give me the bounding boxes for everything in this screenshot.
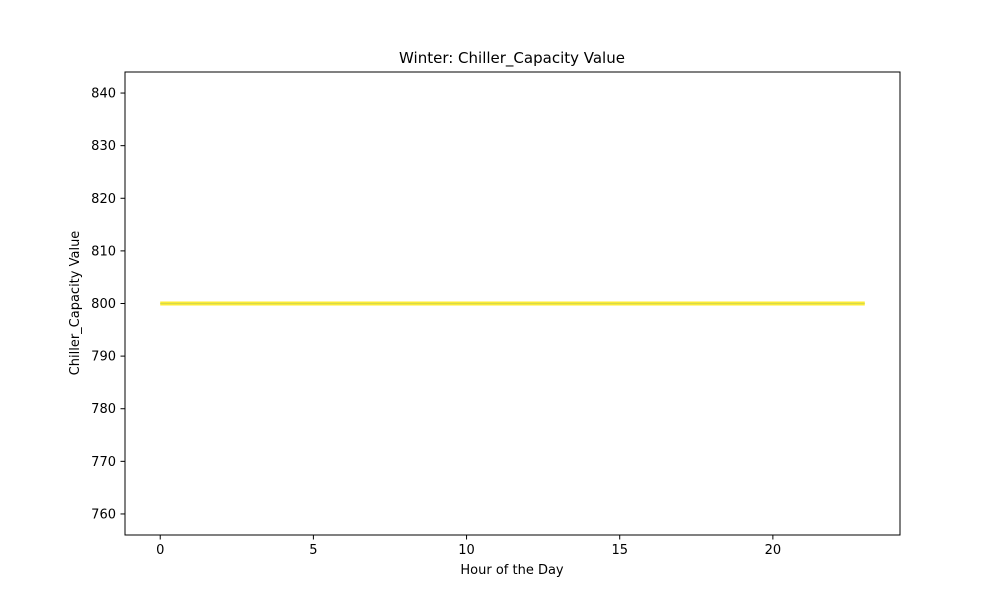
y-tick-label: 840 <box>91 87 116 102</box>
y-axis-ticks: 760 770 780 790 800 810 820 830 840 <box>91 87 125 522</box>
y-tick-label: 760 <box>91 507 116 522</box>
x-tick-label: 0 <box>156 543 164 558</box>
y-tick-label: 820 <box>91 192 116 207</box>
x-tick-label: 10 <box>458 543 475 558</box>
y-tick-label: 780 <box>91 402 116 417</box>
y-tick-label: 790 <box>91 350 116 365</box>
y-tick-label: 810 <box>91 244 116 259</box>
x-tick-label: 20 <box>765 543 782 558</box>
x-tick-label: 5 <box>309 543 317 558</box>
y-tick-label: 800 <box>91 297 116 312</box>
y-tick-label: 770 <box>91 455 116 470</box>
x-axis-ticks: 0 5 10 15 20 <box>156 535 781 558</box>
x-axis-label: Hour of the Day <box>460 563 564 578</box>
plot-frame <box>124 71 901 536</box>
chart-title: Winter: Chiller_Capacity Value <box>399 49 625 68</box>
y-tick-label: 830 <box>91 139 116 154</box>
x-tick-label: 15 <box>611 543 628 558</box>
y-axis-label: Chiller_Capacity Value <box>68 231 83 376</box>
